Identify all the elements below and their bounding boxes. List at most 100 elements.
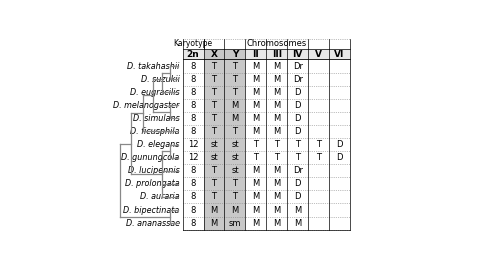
Text: M: M [273, 62, 280, 70]
Bar [308, 49, 329, 59]
Text: M: M [252, 192, 260, 201]
Text: M: M [273, 88, 280, 97]
Text: D. melanogaster: D. melanogaster [114, 101, 180, 110]
Bar [204, 99, 225, 112]
Text: M: M [252, 101, 260, 110]
Bar [224, 151, 246, 164]
Text: T: T [212, 62, 216, 70]
Text: D: D [294, 127, 301, 136]
Text: T: T [316, 153, 321, 162]
Bar [204, 125, 225, 138]
Text: M: M [294, 219, 302, 228]
Text: D: D [294, 101, 301, 110]
Bar [224, 73, 246, 86]
Text: Y: Y [232, 50, 238, 59]
Text: 8: 8 [190, 166, 196, 175]
Text: T: T [316, 140, 321, 149]
Text: 12: 12 [188, 140, 198, 149]
Bar [204, 164, 225, 177]
Text: 8: 8 [190, 192, 196, 201]
Text: st: st [231, 153, 239, 162]
Text: X: X [210, 50, 218, 59]
Bar [204, 73, 225, 86]
Text: T: T [232, 88, 237, 97]
Text: sm: sm [228, 219, 241, 228]
Text: Dr: Dr [292, 75, 302, 84]
Text: M: M [273, 75, 280, 84]
Text: M: M [210, 219, 218, 228]
Text: st: st [210, 153, 218, 162]
Text: M: M [252, 166, 260, 175]
Bar [224, 59, 246, 73]
Text: T: T [254, 140, 258, 149]
Text: st: st [231, 140, 239, 149]
Text: st: st [210, 140, 218, 149]
Text: M: M [273, 179, 280, 188]
Text: D: D [294, 192, 301, 201]
Bar [224, 138, 246, 151]
Text: M: M [273, 192, 280, 201]
Text: V: V [315, 50, 322, 59]
Text: T: T [254, 153, 258, 162]
Text: Chromosomes: Chromosomes [246, 39, 307, 48]
Text: D. gunungcola: D. gunungcola [122, 153, 180, 162]
Text: IV: IV [292, 50, 303, 59]
Text: Karyotype: Karyotype [174, 39, 212, 48]
Text: st: st [231, 166, 239, 175]
Text: T: T [212, 127, 216, 136]
Bar [204, 217, 225, 230]
Text: 8: 8 [190, 75, 196, 84]
Text: M: M [294, 205, 302, 215]
Text: M: M [273, 101, 280, 110]
Text: 8: 8 [190, 179, 196, 188]
Text: 8: 8 [190, 205, 196, 215]
Text: D. ficusphila: D. ficusphila [130, 127, 180, 136]
Text: M: M [252, 88, 260, 97]
Text: M: M [252, 219, 260, 228]
Text: D: D [294, 179, 301, 188]
Bar [204, 138, 225, 151]
Text: T: T [212, 192, 216, 201]
Text: M: M [273, 219, 280, 228]
Text: 8: 8 [190, 62, 196, 70]
Bar [224, 125, 246, 138]
Text: M: M [210, 205, 218, 215]
Bar [266, 49, 287, 59]
Text: D. bipectinata: D. bipectinata [124, 205, 180, 215]
Text: D. lucipennis: D. lucipennis [128, 166, 180, 175]
Text: D. prolongata: D. prolongata [125, 179, 180, 188]
Text: T: T [274, 153, 280, 162]
Text: T: T [295, 140, 300, 149]
Text: Dr: Dr [292, 62, 302, 70]
Text: M: M [273, 166, 280, 175]
Text: T: T [212, 75, 216, 84]
Bar [224, 112, 246, 125]
Bar [204, 112, 225, 125]
Text: M: M [252, 205, 260, 215]
Text: T: T [274, 140, 280, 149]
Text: T: T [212, 166, 216, 175]
Text: III: III [272, 50, 282, 59]
Text: M: M [252, 62, 260, 70]
Text: T: T [232, 75, 237, 84]
Text: T: T [295, 153, 300, 162]
Text: D. elegans: D. elegans [137, 140, 180, 149]
Text: D. suzukii: D. suzukii [140, 75, 179, 84]
Bar [224, 99, 246, 112]
Bar [224, 177, 246, 190]
Bar [224, 49, 246, 59]
Text: D. ananassae: D. ananassae [126, 219, 180, 228]
Text: M: M [273, 114, 280, 123]
Bar [182, 49, 204, 59]
Text: 8: 8 [190, 114, 196, 123]
Text: D: D [294, 88, 301, 97]
Bar [246, 49, 266, 59]
Text: D. simulans: D. simulans [133, 114, 180, 123]
Bar [224, 164, 246, 177]
Bar [204, 86, 225, 99]
Bar [329, 49, 350, 59]
Text: D. eugracilis: D. eugracilis [130, 88, 180, 97]
Text: II: II [252, 50, 259, 59]
Text: M: M [232, 101, 238, 110]
Text: T: T [232, 192, 237, 201]
